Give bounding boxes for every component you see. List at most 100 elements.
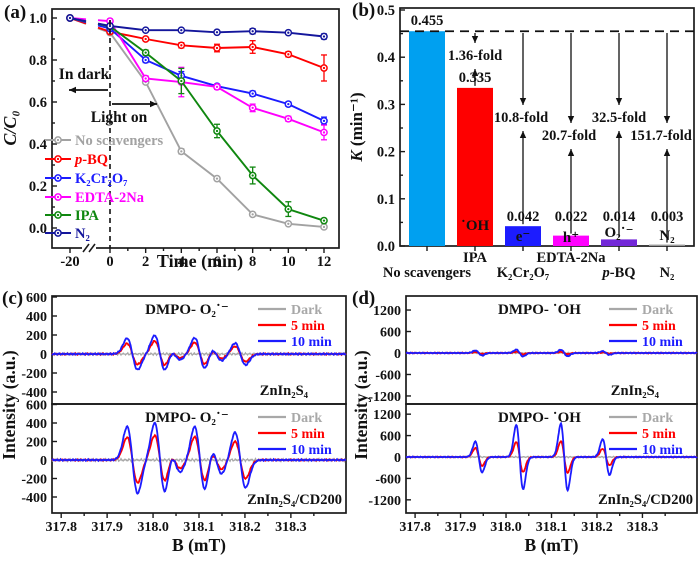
fold-label: 1.36-fold xyxy=(448,48,502,64)
legend-label: N₂ xyxy=(75,226,90,242)
data-marker-dot xyxy=(287,31,290,34)
x-axis-title: Time (min) xyxy=(157,251,243,272)
data-marker-dot xyxy=(287,53,290,56)
bar-1 xyxy=(457,87,493,246)
x-category-label: IPA xyxy=(463,250,487,266)
legend-label: p-BQ xyxy=(73,152,108,168)
data-marker-dot xyxy=(322,225,326,229)
spectrum-title: DMPO- ˙OH xyxy=(498,410,581,426)
panel-letter-c: (c) xyxy=(2,288,24,309)
epr-curve-1-2 xyxy=(51,421,347,495)
y-axis-title: Intensity (a.u.) xyxy=(351,350,371,460)
legend-label: Dark xyxy=(291,411,322,426)
data-marker-dot xyxy=(215,31,219,34)
y-tick-label: 400 xyxy=(26,417,47,432)
bar-5 xyxy=(649,244,685,246)
data-marker-dot xyxy=(56,195,60,199)
data-marker-dot xyxy=(251,30,254,33)
data-marker-dot xyxy=(56,176,60,180)
y-tick-label: 0.4 xyxy=(377,50,395,66)
data-marker-dot xyxy=(68,16,72,20)
y-tick-label: 200 xyxy=(26,329,47,344)
x-tick-label: 318.1 xyxy=(183,520,215,535)
data-marker-dot xyxy=(108,24,112,28)
x-tick-label: 318.3 xyxy=(275,520,307,535)
panel-a: -20 0 2 4 6 8 10 12 1.0 0.8 0.6 0.4 0.2 0.0 In dark Lig… xyxy=(0,8,340,272)
y-axis-title: K (min⁻¹) xyxy=(347,92,366,162)
species-label: h⁺ xyxy=(563,230,579,246)
x-category-label: EDTA-2Na xyxy=(536,250,606,266)
x-tick-label: 4 xyxy=(178,254,185,270)
arrow-head xyxy=(471,69,479,76)
y-tick-label: 0.2 xyxy=(29,179,47,195)
epr-curve-0-2 xyxy=(405,348,698,358)
legend-label: 10 min xyxy=(291,335,332,350)
data-marker-dot xyxy=(56,138,60,142)
data-marker-dot xyxy=(144,58,147,62)
y-tick-label: 0.4 xyxy=(29,137,47,153)
data-marker-dot xyxy=(144,51,147,54)
x-tick-label: 318.1 xyxy=(536,520,568,535)
legend-label: 5 min xyxy=(291,427,325,442)
x-category-label: N₂ xyxy=(660,265,675,281)
bar-value: 0.455 xyxy=(411,13,444,29)
legend-label: 10 min xyxy=(642,443,683,458)
y-tick-label: 600 xyxy=(26,291,47,306)
x-tick-label: 10 xyxy=(281,254,296,270)
data-marker-dot xyxy=(322,35,326,38)
x-category-label: No scavengers xyxy=(383,265,472,281)
y-tick-label: 600 xyxy=(380,430,401,445)
x-tick-label: 317.8 xyxy=(45,520,77,535)
panel-letter-a: (a) xyxy=(4,2,27,23)
data-marker-dot xyxy=(144,29,147,32)
legend-label: 5 min xyxy=(291,319,325,334)
arrow-head xyxy=(471,36,479,43)
y-tick-label: 0.8 xyxy=(29,53,47,69)
panel-letter-b: (b) xyxy=(352,0,376,21)
data-marker-dot xyxy=(251,92,254,95)
y-tick-label: -1200 xyxy=(368,390,401,405)
data-marker-dot xyxy=(56,213,60,217)
legend-label: IPA xyxy=(75,208,99,224)
data-marker-dot xyxy=(287,207,290,211)
y-tick-label: 0.0 xyxy=(377,239,395,255)
line xyxy=(82,243,90,253)
y-axis-title: C/C₀ xyxy=(0,110,20,145)
arrow-head xyxy=(567,149,575,156)
data-marker-dot xyxy=(287,102,290,106)
y-axis-title: Intensity (a.u.) xyxy=(0,350,19,460)
y-tick-label: -400 xyxy=(21,491,47,506)
species-label: ˙OH xyxy=(461,218,490,234)
legend-label: Dark xyxy=(291,303,322,318)
data-marker-dot xyxy=(180,79,183,83)
data-marker-dot xyxy=(287,222,290,225)
x-tick-label: 317.8 xyxy=(399,520,431,535)
y-tick-label: 600 xyxy=(380,326,401,341)
panel-letter-d: (d) xyxy=(352,288,376,309)
data-marker-dot xyxy=(251,45,254,49)
legend-label: No scavengers xyxy=(75,133,164,149)
y-tick-label: 1200 xyxy=(373,304,401,319)
x-category-label: K₂Cr₂O₇ xyxy=(497,265,550,281)
data-marker-dot xyxy=(215,46,219,50)
legend-label: K₂Cr₂O₇ xyxy=(75,171,128,187)
bar-3 xyxy=(553,235,589,246)
y-tick-label: 0.1 xyxy=(377,192,395,208)
y-tick-label: 1.0 xyxy=(29,11,47,27)
data-marker-dot xyxy=(251,174,254,177)
bar-4 xyxy=(601,239,637,246)
in-dark-label: In dark xyxy=(59,66,110,83)
epr-curve-0-2 xyxy=(51,334,347,371)
fold-label: 20.7-fold xyxy=(542,128,596,144)
spectrum-title: DMPO- O₂˙⁻ xyxy=(145,302,229,318)
y-tick-label: 200 xyxy=(26,436,47,451)
arrow-head xyxy=(150,100,157,108)
y-tick-label: -400 xyxy=(21,386,47,401)
x-category-label: p-BQ xyxy=(600,265,635,281)
data-marker-dot xyxy=(322,66,326,70)
arrow-head xyxy=(663,116,671,123)
sample-label: ZnIn₂S₄ xyxy=(260,383,309,399)
bar-2 xyxy=(505,226,541,246)
arrow-head xyxy=(663,149,671,156)
